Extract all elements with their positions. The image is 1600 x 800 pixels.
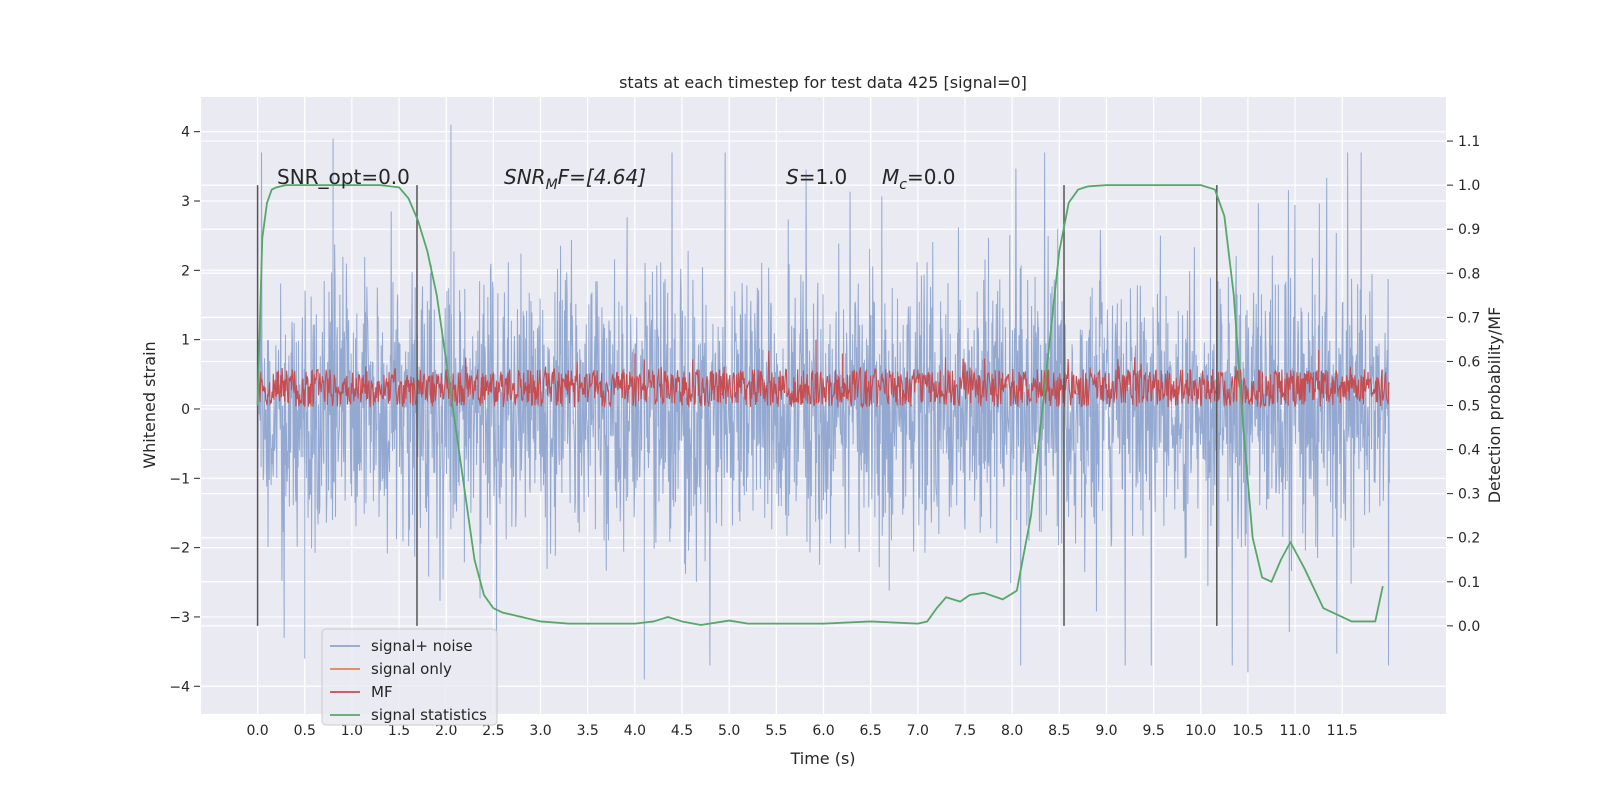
mf-line <box>257 339 1390 409</box>
y-right-tick-label: 1.1 <box>1458 134 1480 150</box>
y-right-tick-label: 0.5 <box>1458 399 1480 415</box>
y-tick-label: −2 <box>169 541 190 557</box>
y-right-tick-label: 0.7 <box>1458 310 1480 326</box>
x-tick-label: 10.5 <box>1232 723 1263 739</box>
annotation-mc: Mc=0.0 <box>882 165 956 193</box>
y-right-tick-label: 0.8 <box>1458 266 1480 282</box>
x-tick-label: 1.5 <box>388 723 410 739</box>
signal-noise-line <box>257 124 1390 680</box>
x-tick-label: 3.0 <box>529 723 551 739</box>
annotation-s: S=1.0 <box>786 165 847 189</box>
annotation-snr-mf-sub: M <box>546 177 558 193</box>
y-right-tick-label: 0.6 <box>1458 354 1480 370</box>
annotation-snr-mf-main: SNR <box>504 165 546 189</box>
x-tick-label: 9.5 <box>1142 723 1164 739</box>
x-tick-label: 0.0 <box>246 723 268 739</box>
x-tick-label: 7.5 <box>954 723 976 739</box>
annotation-snr-mf: SNRMF=[4.64] <box>504 165 646 193</box>
y-tick-label: −3 <box>169 610 190 626</box>
y-axis-right-ticks: 1.1 1.0 0.9 0.8 0.7 0.6 0.5 0.4 0.3 0.2 0.1 0.0 <box>1447 134 1480 635</box>
y-axis-label: Whitened strain <box>140 341 159 468</box>
legend-label-mf: MF <box>371 683 393 701</box>
legend-label-signal-noise: signal+ noise <box>371 637 473 655</box>
x-tick-label: 10.0 <box>1185 723 1216 739</box>
y-tick-label: −1 <box>169 471 190 487</box>
legend-items: signal+ noise signal only MF signal statist… <box>330 637 487 724</box>
y-right-tick-label: 0.1 <box>1458 575 1480 591</box>
x-axis-label: Time (s) <box>789 749 855 768</box>
x-tick-label: 6.0 <box>812 723 834 739</box>
legend-box <box>321 628 498 726</box>
x-tick-label: 7.0 <box>907 723 929 739</box>
y-tick-label: 0 <box>181 402 190 418</box>
y-tick-label: −4 <box>169 679 190 695</box>
y-right-tick-label: 0.0 <box>1458 619 1480 635</box>
series-mf <box>257 339 1390 409</box>
x-tick-label: 3.5 <box>577 723 599 739</box>
y-right-tick-label: 0.9 <box>1458 222 1480 238</box>
x-tick-label: 1.0 <box>341 723 363 739</box>
chart-title: stats at each timestep for test data 425… <box>619 73 1027 92</box>
x-tick-label: 0.5 <box>294 723 316 739</box>
y-right-tick-label: 0.4 <box>1458 443 1480 459</box>
x-tick-label: 6.5 <box>860 723 882 739</box>
y-tick-label: 2 <box>181 263 190 279</box>
annotation-snr-mf-rest-f: F=[4.64] <box>558 165 646 189</box>
x-tick-label: 5.0 <box>718 723 740 739</box>
y-right-tick-label: 0.3 <box>1458 487 1480 503</box>
x-tick-label: 5.5 <box>765 723 787 739</box>
annotation-mc-value: =0.0 <box>907 165 956 189</box>
x-axis-ticks: 0.0 0.5 1.0 1.5 2.0 2.5 3.0 3.5 4.0 4.5 5.0 5.5 6.0 6… <box>246 723 1357 739</box>
annotation-mc-sub: c <box>899 177 907 193</box>
vertical-markers <box>256 185 1218 626</box>
legend-label-signal-only: signal only <box>371 660 452 678</box>
x-tick-label: 11.5 <box>1327 723 1358 739</box>
series-signal-statistics <box>256 184 1384 626</box>
annotation-s-main: S <box>786 165 799 189</box>
x-tick-label: 2.5 <box>482 723 504 739</box>
signal-statistics-line <box>256 184 1384 626</box>
x-tick-label: 11.0 <box>1280 723 1311 739</box>
y-tick-label: 3 <box>181 194 190 210</box>
y-right-tick-label: 1.0 <box>1458 178 1480 194</box>
y-tick-label: 4 <box>181 125 190 141</box>
y-tick-label: 1 <box>181 333 190 349</box>
annotation-s-value: =1.0 <box>799 165 848 189</box>
y-axis-right-label: Detection probability/MF <box>1485 307 1504 504</box>
legend-label-signal-statistics: signal statistics <box>371 706 487 724</box>
legend: signal+ noise signal only MF signal statist… <box>321 628 498 726</box>
x-tick-label: 4.5 <box>671 723 693 739</box>
x-tick-label: 8.0 <box>1001 723 1023 739</box>
y-axis-left-ticks: 4 3 2 1 0 −1 −2 −3 −4 <box>169 125 200 695</box>
x-tick-label: 2.0 <box>435 723 457 739</box>
annotation-mc-main: M <box>882 165 899 189</box>
x-tick-label: 4.0 <box>624 723 646 739</box>
annotation-snr-opt: SNR_opt=0.0 <box>277 165 410 189</box>
series-signal-noise <box>257 124 1390 680</box>
x-tick-label: 9.0 <box>1095 723 1117 739</box>
x-tick-label: 8.5 <box>1048 723 1070 739</box>
y-right-tick-label: 0.2 <box>1458 531 1480 547</box>
